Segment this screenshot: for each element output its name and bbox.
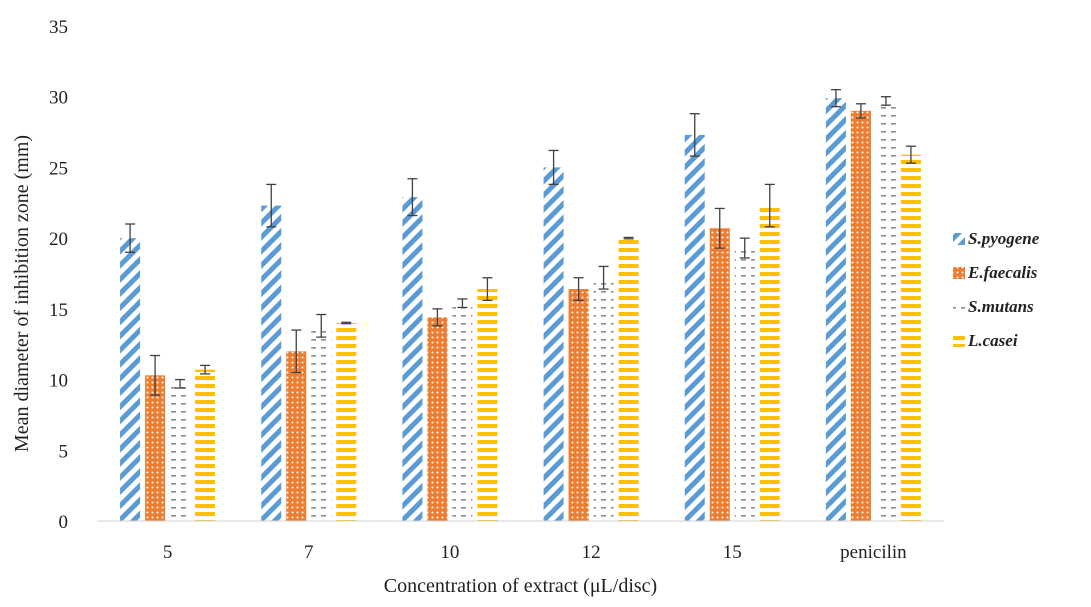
y-tick-label: 0 <box>59 512 69 533</box>
legend-swatch <box>953 301 965 313</box>
x-tick-label: 15 <box>723 542 742 563</box>
bar <box>120 238 141 521</box>
y-tick-label: 15 <box>49 300 68 321</box>
y-tick-label: 25 <box>49 158 68 179</box>
bar <box>825 98 846 521</box>
x-tick-label: 12 <box>582 542 601 563</box>
bar <box>543 167 564 521</box>
bar <box>261 205 282 521</box>
legend-item: E.faecalis <box>953 263 1038 282</box>
error-bar <box>457 298 468 309</box>
error-bar <box>714 207 725 249</box>
x-axis-ticks: 5 7 10 12 15 penicilin <box>163 542 907 563</box>
legend-item: L.casei <box>953 331 1018 350</box>
error-bar <box>573 277 584 302</box>
error-bar <box>623 236 634 240</box>
x-axis-title: Concentration of extract (μL/disc) <box>384 575 657 597</box>
y-tick-label: 10 <box>49 371 68 392</box>
legend-label: E.faecalis <box>967 263 1038 282</box>
legend-swatch <box>953 267 965 279</box>
y-axis-ticks: 0 5 10 15 20 25 30 35 <box>49 17 68 533</box>
legend-swatch <box>953 233 965 245</box>
bar <box>734 248 755 522</box>
bar <box>593 277 614 521</box>
legend-label: S.mutans <box>968 297 1034 316</box>
x-tick-label: 10 <box>440 542 459 563</box>
bar <box>195 369 216 521</box>
error-bar <box>689 113 700 157</box>
bar <box>336 323 357 521</box>
bar <box>568 289 589 521</box>
plot-area <box>120 88 921 522</box>
legend-item: S.pyogene <box>953 229 1040 248</box>
y-tick-label: 20 <box>49 229 68 250</box>
bar <box>286 351 307 521</box>
error-bar <box>200 364 211 375</box>
x-tick-label: 7 <box>304 542 314 563</box>
bar <box>900 154 921 521</box>
error-bar <box>482 277 493 302</box>
bar <box>684 134 705 521</box>
bar <box>875 100 896 521</box>
error-bar <box>266 183 277 228</box>
bar <box>850 110 871 521</box>
bar <box>311 325 332 521</box>
error-bar <box>880 96 891 106</box>
error-bar <box>764 183 775 228</box>
error-bar <box>175 378 186 389</box>
error-bar <box>548 149 559 186</box>
bar <box>709 228 730 521</box>
legend: S.pyogene E.faecalis S.mutans L.casei <box>953 229 1040 350</box>
error-bar <box>407 178 418 217</box>
bar <box>759 205 780 521</box>
error-bar <box>905 145 916 164</box>
legend-label: L.casei <box>967 331 1018 350</box>
bar <box>402 197 423 521</box>
x-tick-label: penicilin <box>840 542 907 563</box>
bar <box>170 383 191 521</box>
error-bar <box>739 237 750 259</box>
y-axis-title: Mean diameter of inhibition zone (mm) <box>11 135 33 452</box>
bar <box>452 303 473 521</box>
error-bar <box>291 329 302 374</box>
legend-swatch <box>953 335 965 347</box>
bar <box>145 375 166 521</box>
error-bar <box>150 354 161 396</box>
error-bar <box>830 88 841 108</box>
y-tick-label: 30 <box>49 88 68 109</box>
error-bar <box>855 103 866 119</box>
error-bar <box>432 308 443 327</box>
bar <box>427 317 448 521</box>
legend-item: S.mutans <box>953 297 1034 316</box>
x-tick-label: 5 <box>163 542 173 563</box>
bar <box>618 238 639 521</box>
y-tick-label: 5 <box>59 441 69 462</box>
error-bar <box>125 223 136 253</box>
y-tick-label: 35 <box>49 17 68 38</box>
bar <box>477 289 498 521</box>
error-bar <box>598 265 609 290</box>
legend-label: S.pyogene <box>968 229 1040 248</box>
error-bar <box>341 321 352 325</box>
error-bar <box>316 313 327 338</box>
